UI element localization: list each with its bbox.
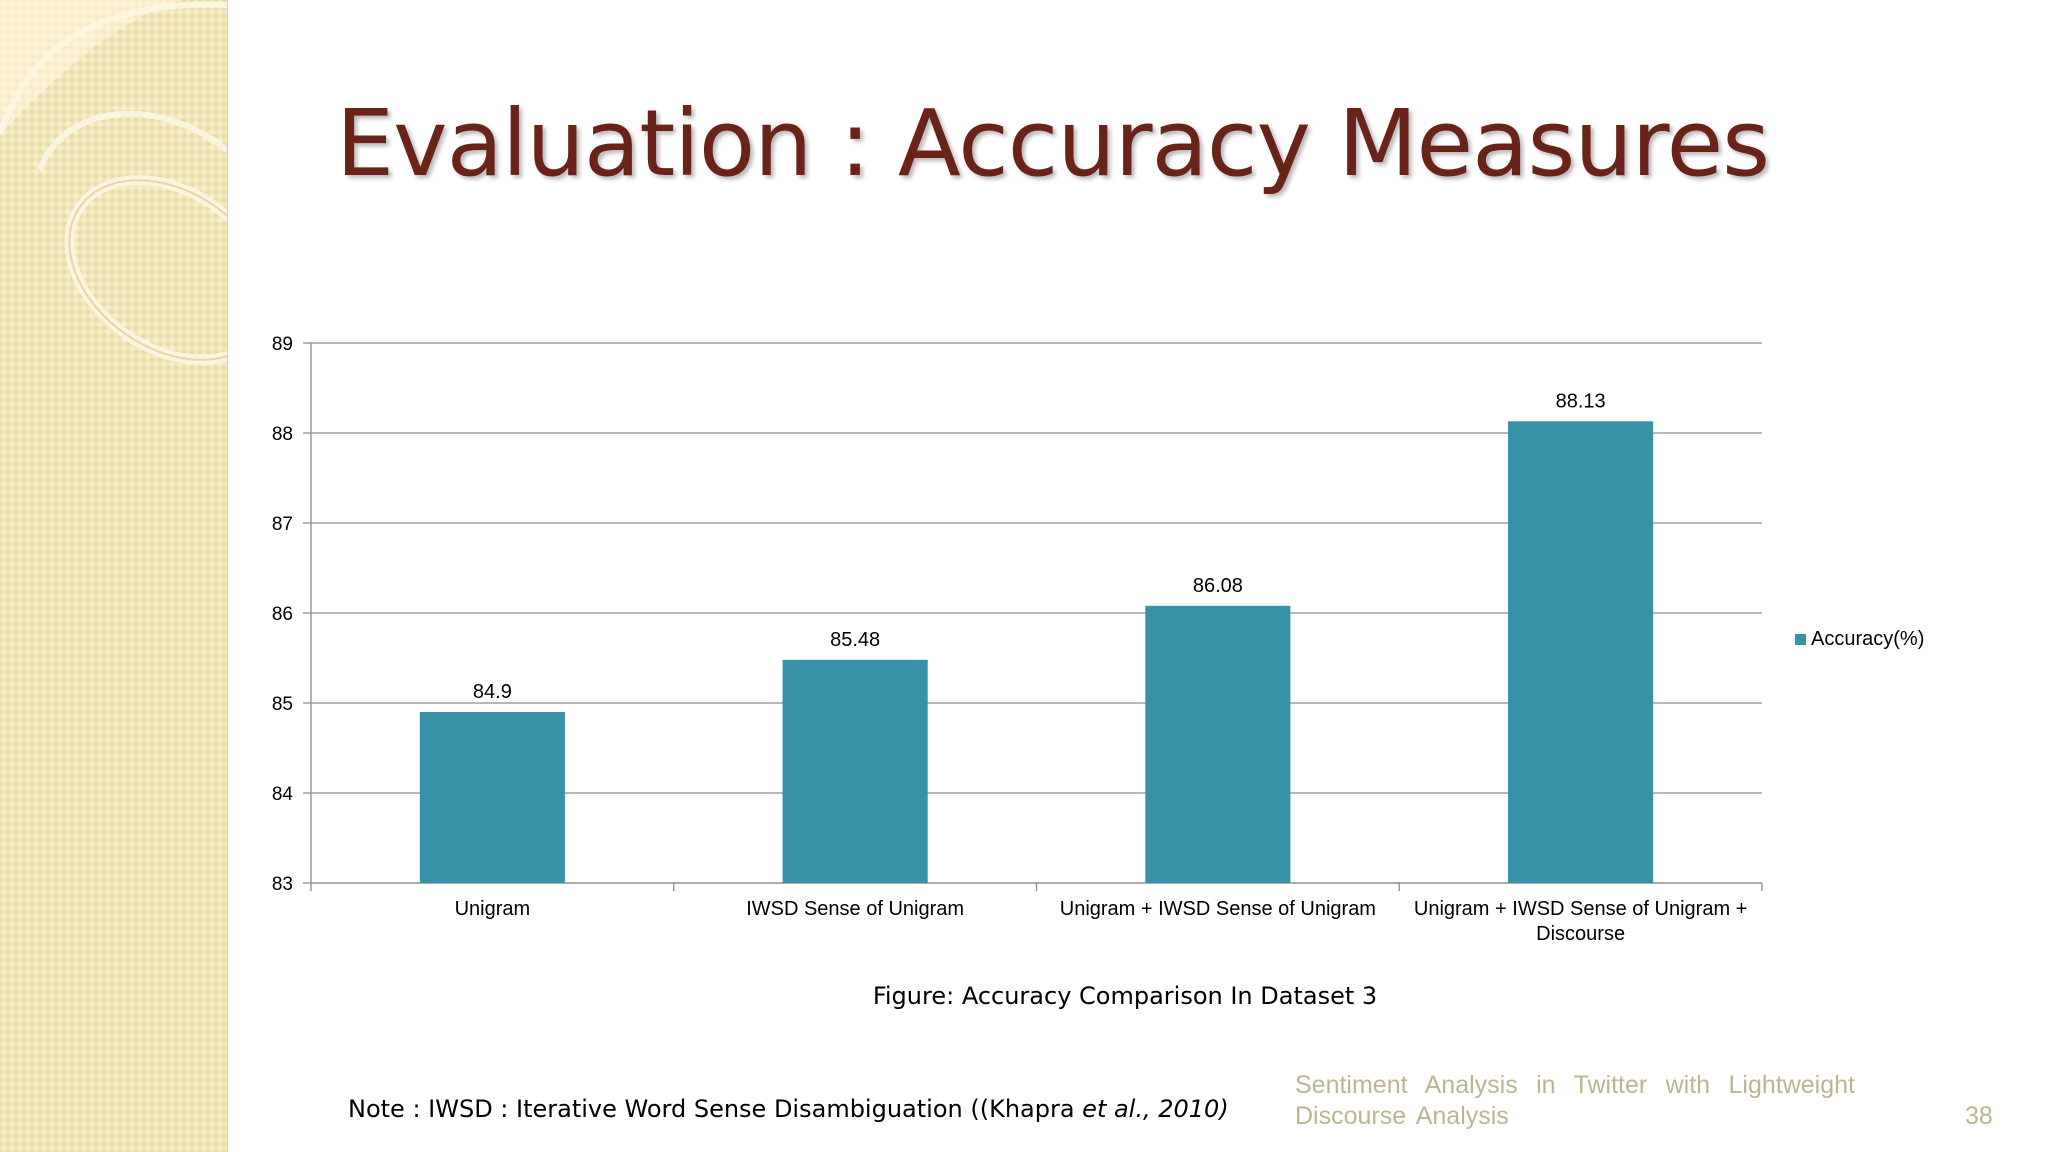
page-number: 38 <box>1965 1102 1993 1130</box>
x-category-label: IWSD Sense of Unigram <box>746 898 964 920</box>
bar <box>1508 421 1654 883</box>
note-prefix: Note : IWSD : Iterative Word Sense Disam… <box>348 1095 1083 1123</box>
data-label: 84.9 <box>473 681 512 703</box>
y-tick-label: 84 <box>272 784 294 805</box>
y-tick-label: 85 <box>272 694 293 715</box>
swirl-ornament-icon <box>0 0 227 365</box>
y-tick-label: 88 <box>272 424 293 445</box>
bar <box>419 712 565 883</box>
figure-caption: Figure: Accuracy Comparison In Dataset 3 <box>872 982 1378 1010</box>
y-tick-label: 89 <box>272 334 293 355</box>
data-label: 85.48 <box>830 629 880 651</box>
x-category-label: Unigram <box>455 898 531 920</box>
data-label: 88.13 <box>1556 390 1606 412</box>
footer-title: Sentiment Analysis in Twitter with Light… <box>1295 1071 1855 1130</box>
bar <box>782 659 928 883</box>
x-category-label: Unigram + IWSD Sense of Unigram + Discour… <box>1414 898 1747 945</box>
note-citation: et al., 2010) <box>1082 1095 1229 1123</box>
legend-swatch <box>1795 634 1806 645</box>
x-category-label: Unigram + IWSD Sense of Unigram <box>1060 898 1376 920</box>
bar <box>1145 605 1291 883</box>
y-tick-label: 86 <box>272 604 293 625</box>
y-tick-label: 83 <box>272 874 293 895</box>
decorative-sidebar <box>0 0 228 1152</box>
slide-title: Evaluation : Accuracy Measures <box>336 90 1770 197</box>
data-label: 86.08 <box>1193 575 1243 597</box>
chart-legend: Accuracy(%) <box>1795 628 1924 651</box>
legend-label: Accuracy(%) <box>1811 628 1925 650</box>
note-text: Note : IWSD : Iterative Word Sense Disam… <box>348 1095 1229 1123</box>
y-tick-label: 87 <box>272 514 293 535</box>
